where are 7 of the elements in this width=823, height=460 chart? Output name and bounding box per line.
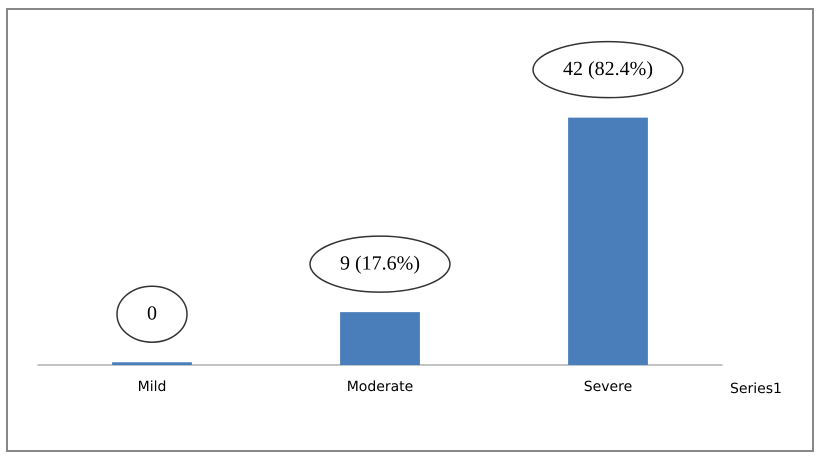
x-tick-label: Moderate <box>346 379 414 396</box>
text: Series1 <box>730 380 782 397</box>
data-label: 0 <box>147 302 157 324</box>
x-tick-label: Severe <box>584 379 632 396</box>
data-label: 9 (17.6%) <box>340 252 420 274</box>
x-tick-label: Mild <box>138 379 166 396</box>
data-label: 42 (82.4%) <box>563 58 653 80</box>
